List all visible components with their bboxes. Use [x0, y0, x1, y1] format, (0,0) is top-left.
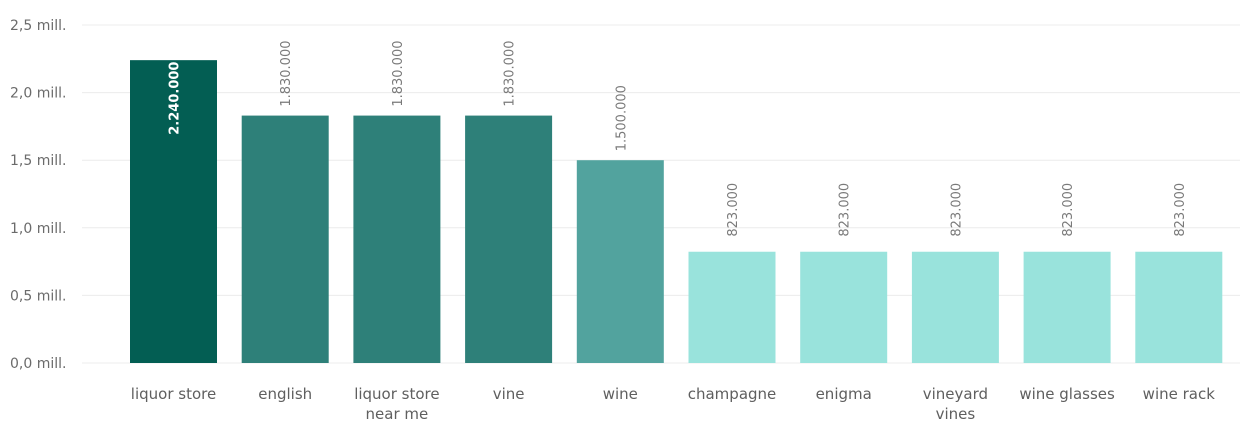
data-labels-layer: 2.240.000 1.830.000 1.830.000 1.830.000 1.50…	[168, 40, 1188, 236]
y-tick-label: 1,5 mill.	[10, 153, 66, 169]
data-label: 823.000	[1173, 183, 1188, 237]
x-tick-label: liquor store	[131, 385, 216, 403]
y-tick-label: 2,0 mill.	[10, 86, 66, 102]
bar[interactable]	[130, 60, 217, 363]
bar[interactable]	[800, 251, 888, 363]
x-tick-label: champagne	[688, 385, 777, 403]
data-label: 1.830.000	[279, 40, 294, 106]
bar[interactable]	[241, 115, 329, 363]
data-label: 823.000	[1061, 183, 1076, 237]
y-tick-label: 2,5 mill.	[10, 18, 66, 34]
x-tick-label: vineyard vines	[923, 385, 988, 421]
y-tick-label: 1,0 mill.	[10, 221, 66, 237]
data-label: 823.000	[949, 183, 964, 237]
data-label: 823.000	[838, 183, 853, 237]
data-label: 1.830.000	[391, 40, 406, 106]
bar[interactable]	[1023, 251, 1111, 363]
data-label: 1.500.000	[614, 85, 629, 151]
x-tick-label: wine	[603, 385, 638, 403]
x-axis-ticks: liquor store english liquor store near me vi…	[131, 385, 1216, 423]
bars-layer	[130, 60, 1223, 363]
bar[interactable]	[911, 251, 999, 363]
bar[interactable]	[465, 115, 553, 363]
x-tick-label: english	[258, 385, 312, 403]
x-tick-label: vine	[493, 385, 525, 403]
y-tick-label: 0,5 mill.	[10, 288, 66, 304]
data-label: 823.000	[726, 183, 741, 237]
bar[interactable]	[1135, 251, 1223, 363]
x-tick-label: wine glasses	[1019, 385, 1115, 403]
y-tick-label: 0,0 mill.	[10, 356, 66, 372]
bar[interactable]	[353, 115, 441, 363]
x-tick-label: liquor store near me	[354, 385, 439, 421]
x-tick-label: enigma	[816, 385, 872, 403]
data-label: 2.240.000	[168, 62, 183, 135]
x-tick-label: wine rack	[1143, 385, 1216, 403]
y-axis-ticks: 0,0 mill. 0,5 mill. 1,0 mill. 1,5 mill. 2,0 …	[10, 18, 66, 372]
data-label: 1.830.000	[503, 40, 518, 106]
bar[interactable]	[688, 251, 776, 363]
bar[interactable]	[576, 160, 664, 363]
